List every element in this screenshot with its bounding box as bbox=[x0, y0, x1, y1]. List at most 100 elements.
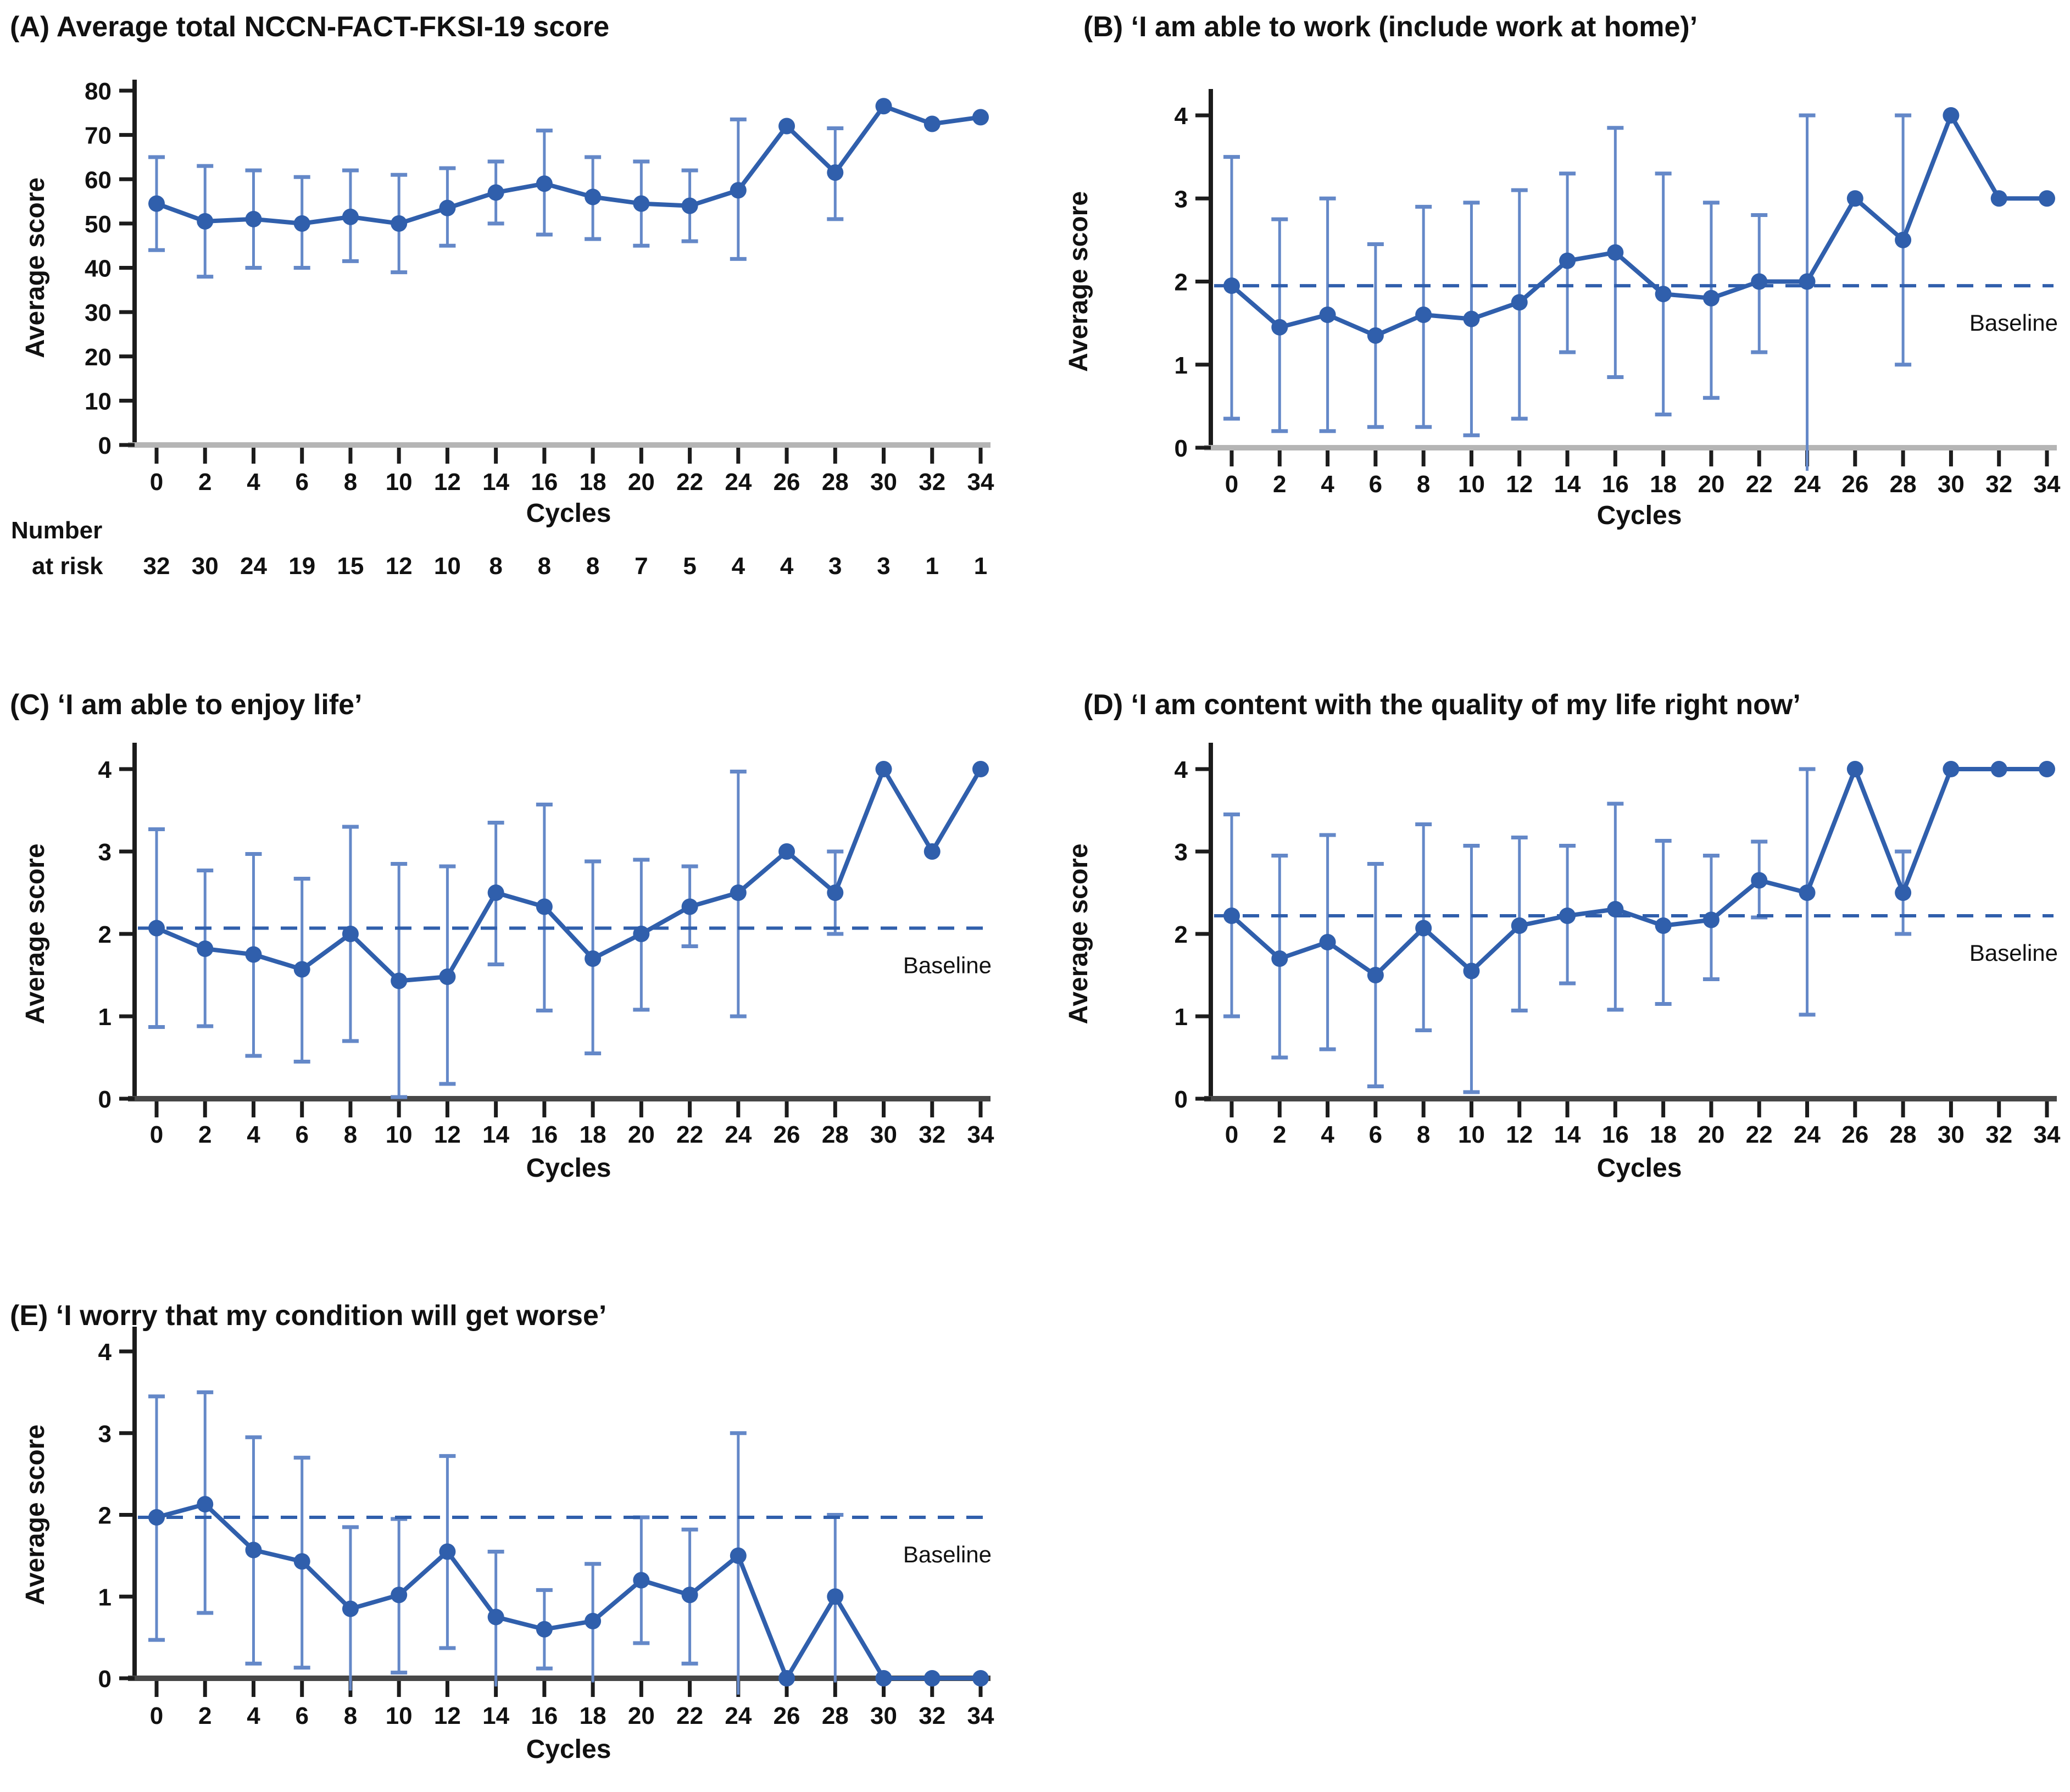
panel-E-xtick-4: 4 bbox=[247, 1702, 260, 1729]
panel-B-xlabel: Cycles bbox=[1597, 501, 1682, 530]
panel-C-chart: (C) ‘I am able to enjoy life’ Average sco… bbox=[10, 689, 994, 1183]
number-at-risk-value-24: 4 bbox=[732, 553, 745, 580]
panel-B-markers bbox=[1223, 107, 2055, 344]
panel-A-ytick-80: 80 bbox=[85, 78, 112, 105]
panel-C-xtick-12: 12 bbox=[434, 1121, 461, 1148]
panel-C-ytick-3: 3 bbox=[98, 839, 112, 866]
panel-A-title: (A) Average total NCCN-FACT-FKSI-19 scor… bbox=[10, 11, 609, 43]
panel-E-xtick-20: 20 bbox=[628, 1702, 655, 1729]
panel-E-ylabel: Average score bbox=[21, 1424, 50, 1605]
number-at-risk-value-6: 19 bbox=[288, 553, 315, 580]
panel-B-xtick-18: 18 bbox=[1650, 471, 1677, 498]
panel-A-number-at-risk: Number at risk 32 30 24 19 15 12 10 8 8 8 7 5 4 4 3 3 1 1 bbox=[11, 517, 987, 580]
panel-B-xtick-12: 12 bbox=[1506, 471, 1533, 498]
panel-E-xtick-18: 18 bbox=[580, 1702, 606, 1729]
panel-B-ytick-4: 4 bbox=[1175, 103, 1188, 130]
panel-D-error-bars bbox=[1223, 767, 1912, 1094]
panel-E-xtick-2: 2 bbox=[198, 1702, 212, 1729]
panel-B-title: (B) ‘I am able to work (include work at … bbox=[1083, 11, 1698, 43]
panel-A: (A) Average total NCCN-FACT-FKSI-19 scor… bbox=[0, 0, 1035, 607]
panel-A-xtick-26: 26 bbox=[774, 469, 800, 496]
panel-E-ytick-2: 2 bbox=[98, 1502, 112, 1529]
panel-C-error-bars bbox=[148, 770, 844, 1099]
panel-E-xtick-32: 32 bbox=[919, 1702, 945, 1729]
panel-E-xtick-6: 6 bbox=[295, 1702, 308, 1729]
panel-A-xtick-14: 14 bbox=[482, 469, 509, 496]
panel-D-xtick-16: 16 bbox=[1602, 1121, 1629, 1148]
panel-E-title: (E) ‘I worry that my condition will get … bbox=[10, 1300, 606, 1332]
panel-C-baseline-label: Baseline bbox=[903, 953, 992, 978]
number-at-risk-value-12: 10 bbox=[434, 553, 461, 580]
panel-E-xtick-22: 22 bbox=[676, 1702, 703, 1729]
number-at-risk-value-20: 7 bbox=[635, 553, 648, 580]
panel-C-xlabel: Cycles bbox=[526, 1154, 611, 1183]
panel-A-ylabel: Average score bbox=[21, 177, 50, 358]
panel-E-ytick-4: 4 bbox=[98, 1339, 112, 1366]
panel-E-baseline-label: Baseline bbox=[903, 1541, 992, 1567]
panel-C-xtick-10: 10 bbox=[386, 1121, 413, 1148]
panel-E-xtick-12: 12 bbox=[434, 1702, 461, 1729]
panel-A-xtick-4: 4 bbox=[247, 469, 260, 496]
panel-B-xtick-4: 4 bbox=[1321, 471, 1334, 498]
panel-C-xtick-8: 8 bbox=[344, 1121, 357, 1148]
panel-B-ytick-3: 3 bbox=[1175, 186, 1188, 213]
panel-E-xtick-26: 26 bbox=[774, 1702, 800, 1729]
panel-D-xtick-18: 18 bbox=[1650, 1121, 1677, 1148]
panel-B-series-line bbox=[1230, 113, 2047, 338]
number-at-risk-value-26: 4 bbox=[780, 553, 794, 580]
panel-A-ytick-10: 10 bbox=[85, 388, 112, 415]
panel-B-error-bars bbox=[1223, 113, 1912, 471]
panel-D-xtick-20: 20 bbox=[1698, 1121, 1724, 1148]
number-at-risk-value-4: 24 bbox=[240, 553, 267, 580]
number-at-risk-value-18: 8 bbox=[586, 553, 599, 580]
panel-A-chart: (A) Average total NCCN-FACT-FKSI-19 scor… bbox=[10, 11, 994, 580]
panel-D-xtick-34: 34 bbox=[2034, 1121, 2061, 1148]
panel-D-baseline-label: Baseline bbox=[1969, 940, 2058, 966]
panel-D-xtick-2: 2 bbox=[1273, 1121, 1286, 1148]
panel-B-xtick-28: 28 bbox=[1890, 471, 1917, 498]
panel-C-xtick-16: 16 bbox=[531, 1121, 558, 1148]
panel-D-xtick-24: 24 bbox=[1794, 1121, 1821, 1148]
panel-D-ylabel: Average score bbox=[1064, 843, 1093, 1024]
panel-B-xtick-16: 16 bbox=[1602, 471, 1629, 498]
number-at-risk-label-line1: Number bbox=[11, 517, 102, 544]
panel-B-baseline-label: Baseline bbox=[1969, 310, 2058, 336]
panel-B-xtick-20: 20 bbox=[1698, 471, 1724, 498]
panel-D-xtick-30: 30 bbox=[1938, 1121, 1965, 1148]
panel-E-xtick-8: 8 bbox=[344, 1702, 357, 1729]
number-at-risk-value-28: 3 bbox=[828, 553, 842, 580]
panel-D-xtick-32: 32 bbox=[1985, 1121, 2012, 1148]
number-at-risk-value-16: 8 bbox=[538, 553, 551, 580]
panel-A-xtick-20: 20 bbox=[628, 469, 655, 496]
panel-A-xtick-32: 32 bbox=[919, 469, 945, 496]
panel-E-xtick-24: 24 bbox=[725, 1702, 752, 1729]
number-at-risk-value-2: 30 bbox=[192, 553, 219, 580]
panel-C-xtick-4: 4 bbox=[247, 1121, 260, 1148]
panel-D-xtick-10: 10 bbox=[1458, 1121, 1485, 1148]
panel-D-ytick-0: 0 bbox=[1175, 1086, 1188, 1113]
panel-E-xtick-10: 10 bbox=[386, 1702, 413, 1729]
panel-A-xtick-8: 8 bbox=[344, 469, 357, 496]
panel-D-xtick-26: 26 bbox=[1841, 1121, 1868, 1148]
number-at-risk-value-8: 15 bbox=[337, 553, 364, 580]
panel-A-ytick-30: 30 bbox=[85, 299, 112, 326]
panel-A-markers bbox=[148, 98, 989, 232]
panel-C-xtick-6: 6 bbox=[295, 1121, 308, 1148]
panel-A-ytick-70: 70 bbox=[85, 123, 112, 149]
panel-D: (D) ‘I am content with the quality of my… bbox=[1035, 604, 2070, 1211]
panel-C-xtick-24: 24 bbox=[725, 1121, 752, 1148]
panel-D-chart: (D) ‘I am content with the quality of my… bbox=[1064, 689, 2061, 1183]
panel-E-xlabel: Cycles bbox=[526, 1735, 611, 1764]
panel-A-ytick-50: 50 bbox=[85, 211, 112, 238]
panel-E-ytick-1: 1 bbox=[98, 1584, 112, 1611]
number-at-risk-value-34: 1 bbox=[974, 553, 987, 580]
number-at-risk-value-22: 5 bbox=[683, 553, 696, 580]
number-at-risk-value-30: 3 bbox=[877, 553, 890, 580]
panel-A-xlabel: Cycles bbox=[526, 499, 611, 528]
panel-E-xtick-14: 14 bbox=[482, 1702, 509, 1729]
panel-E-xtick-30: 30 bbox=[870, 1702, 897, 1729]
panel-D-ytick-1: 1 bbox=[1175, 1004, 1188, 1031]
